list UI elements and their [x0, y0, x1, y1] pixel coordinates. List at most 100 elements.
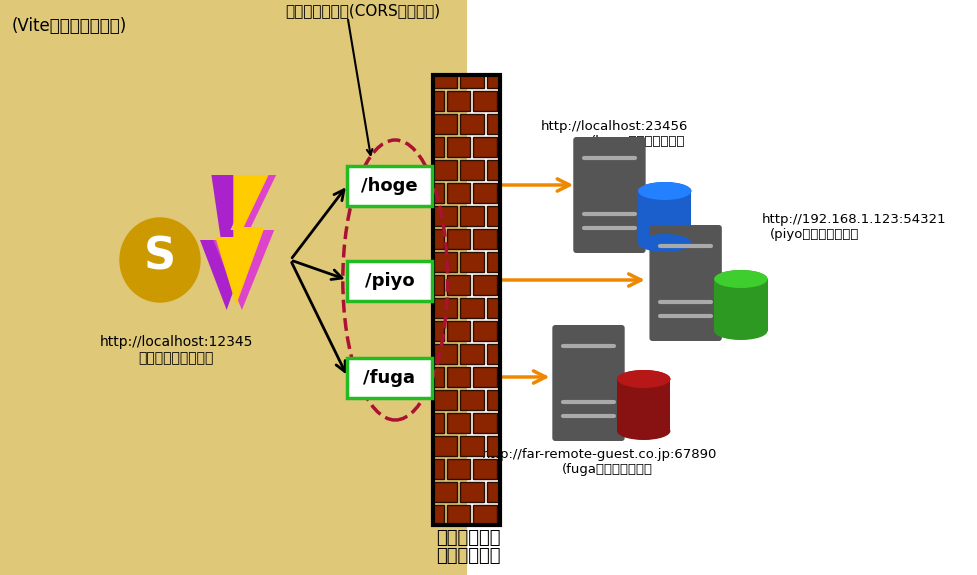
Bar [433, 436, 456, 456]
Bar [446, 413, 470, 433]
Bar [446, 367, 470, 387]
Bar [446, 459, 470, 479]
Bar [473, 275, 496, 295]
Bar [433, 298, 456, 318]
Text: /hoge: /hoge [361, 177, 417, 195]
Bar [433, 321, 444, 341]
Bar [473, 413, 496, 433]
Text: （自分のオリジン）: （自分のオリジン） [139, 351, 214, 365]
Bar [473, 91, 496, 111]
FancyBboxPatch shape [573, 137, 645, 253]
Polygon shape [215, 175, 269, 305]
Bar [459, 114, 484, 134]
Ellipse shape [713, 322, 767, 340]
Bar [487, 344, 499, 364]
Text: (hoge先のオリジン）: (hoge先のオリジン） [590, 135, 685, 148]
Bar [459, 436, 484, 456]
Bar [433, 91, 444, 111]
Bar [459, 252, 484, 272]
Text: /piyo: /piyo [364, 272, 414, 290]
Text: http://localhost:12345: http://localhost:12345 [100, 335, 253, 349]
Text: /fuga: /fuga [363, 369, 415, 387]
Bar [0, 0, 466, 575]
Bar [487, 298, 499, 318]
Text: (piyo先のオリジン）: (piyo先のオリジン） [769, 228, 858, 241]
Bar [487, 390, 499, 410]
Ellipse shape [713, 270, 767, 288]
Bar [473, 321, 496, 341]
Bar [433, 413, 444, 433]
Bar [459, 344, 484, 364]
Bar [433, 160, 456, 180]
FancyBboxPatch shape [649, 225, 721, 341]
Bar [446, 91, 470, 111]
Bar [446, 275, 470, 295]
Bar [446, 505, 470, 525]
Bar [433, 344, 456, 364]
Ellipse shape [616, 422, 669, 440]
Bar [446, 183, 470, 203]
Bar [459, 160, 484, 180]
Ellipse shape [637, 182, 691, 200]
Polygon shape [213, 175, 276, 310]
Bar [459, 75, 484, 88]
Bar [433, 206, 456, 226]
Bar [459, 206, 484, 226]
Bar [433, 252, 456, 272]
Text: http://far-remote-guest.co.jp:67890: http://far-remote-guest.co.jp:67890 [482, 448, 717, 461]
Bar [473, 367, 496, 387]
Bar [473, 137, 496, 157]
Bar [433, 229, 444, 249]
Bar [433, 482, 456, 502]
Bar [713, 279, 767, 331]
FancyBboxPatch shape [346, 166, 432, 206]
FancyBboxPatch shape [346, 358, 432, 398]
Bar [616, 379, 669, 431]
Text: http://192.168.1.123:54321: http://192.168.1.123:54321 [761, 213, 946, 226]
Bar [487, 75, 499, 88]
Bar [473, 183, 496, 203]
Bar [487, 114, 499, 134]
Bar [433, 275, 444, 295]
Bar [459, 390, 484, 410]
Bar [473, 229, 496, 249]
Text: ポリシーの壁: ポリシーの壁 [436, 547, 500, 565]
Bar [446, 137, 470, 157]
Bar [433, 367, 444, 387]
Bar [433, 75, 456, 88]
Bar [487, 436, 499, 456]
Bar [487, 252, 499, 272]
FancyBboxPatch shape [552, 325, 624, 441]
Bar [433, 114, 456, 134]
Text: S: S [144, 236, 176, 278]
FancyBboxPatch shape [346, 261, 432, 301]
Bar [459, 298, 484, 318]
Bar [487, 482, 499, 502]
Bar [459, 482, 484, 502]
Bar [433, 183, 444, 203]
Bar [433, 390, 456, 410]
Ellipse shape [616, 370, 669, 388]
Ellipse shape [637, 234, 691, 252]
Text: (Viteアプリ本番環境): (Viteアプリ本番環境) [12, 17, 127, 35]
Bar [487, 206, 499, 226]
Bar [487, 160, 499, 180]
Circle shape [120, 218, 199, 302]
Bar [446, 229, 470, 249]
Ellipse shape [637, 182, 691, 200]
Text: http://localhost:23456: http://localhost:23456 [540, 120, 687, 133]
Ellipse shape [616, 370, 669, 388]
Bar [433, 459, 444, 479]
Text: (fuga先のオリジン）: (fuga先のオリジン） [562, 463, 653, 476]
Bar [446, 321, 470, 341]
Bar [473, 505, 496, 525]
Bar [433, 505, 444, 525]
Bar [637, 191, 691, 243]
Ellipse shape [713, 270, 767, 288]
Text: 同一オリジン: 同一オリジン [436, 529, 500, 547]
Polygon shape [199, 175, 255, 310]
Bar [473, 459, 496, 479]
Text: プロキシルート(CORSの抜け道): プロキシルート(CORSの抜け道) [285, 3, 441, 18]
Bar [433, 137, 444, 157]
Bar [433, 75, 499, 525]
